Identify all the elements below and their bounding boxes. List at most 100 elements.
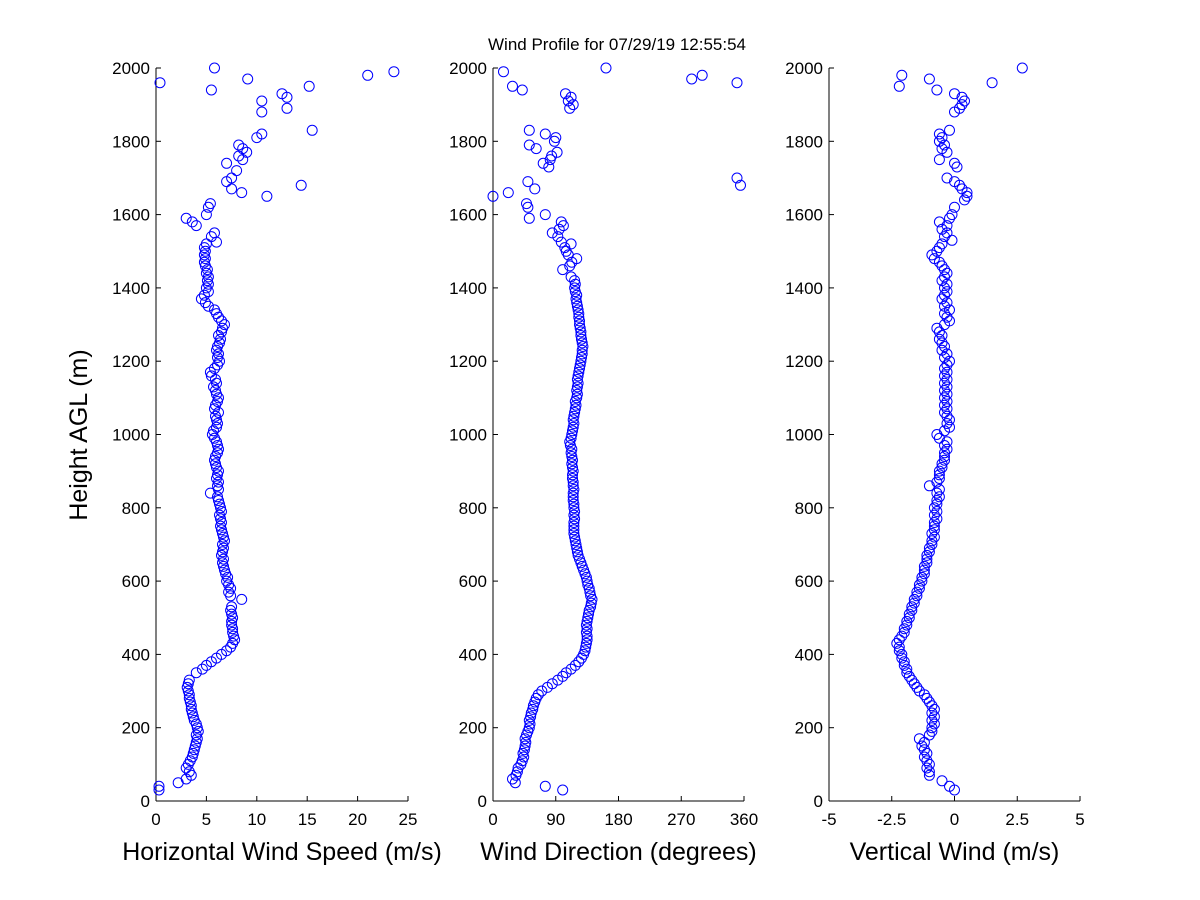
data-point xyxy=(519,740,531,752)
data-point xyxy=(941,366,953,378)
x-tick-label: 25 xyxy=(399,810,418,829)
data-point xyxy=(583,608,594,620)
data-point xyxy=(576,337,588,349)
data-point xyxy=(560,88,571,100)
data-point xyxy=(553,223,565,235)
data-point xyxy=(923,542,935,554)
data-point xyxy=(928,517,940,528)
data-point xyxy=(388,66,400,78)
data-point xyxy=(946,209,958,221)
y-tick-label: 1200 xyxy=(449,352,487,371)
data-point xyxy=(571,542,583,554)
data-point xyxy=(281,102,293,114)
data-point xyxy=(959,194,970,206)
data-point xyxy=(567,469,578,481)
data-point xyxy=(233,139,245,151)
data-point xyxy=(570,293,582,305)
data-point xyxy=(936,238,948,250)
data-point xyxy=(567,465,579,477)
data-point xyxy=(521,198,532,210)
data-point xyxy=(569,535,581,547)
y-tick-label: 1000 xyxy=(112,426,150,445)
data-point xyxy=(939,392,950,404)
x-tick-label: 0 xyxy=(151,810,160,829)
data-point xyxy=(944,124,955,136)
data-point xyxy=(219,319,230,331)
data-point xyxy=(571,300,583,312)
data-point xyxy=(941,396,953,407)
data-point xyxy=(936,775,948,787)
data-point xyxy=(539,209,551,221)
y-tick-label: 400 xyxy=(459,645,487,664)
data-point xyxy=(567,473,578,484)
data-point xyxy=(190,220,202,232)
data-point xyxy=(564,102,576,114)
data-point xyxy=(507,80,518,92)
data-point xyxy=(893,80,905,92)
data-point xyxy=(933,216,945,228)
data-point xyxy=(568,484,580,495)
data-point xyxy=(898,656,910,668)
data-point xyxy=(944,414,955,426)
data-point xyxy=(571,385,583,396)
x-tick-label: 15 xyxy=(298,810,317,829)
data-point xyxy=(498,66,509,78)
data-point xyxy=(576,352,587,363)
data-point xyxy=(928,524,940,536)
data-point xyxy=(951,161,963,173)
data-point xyxy=(936,330,948,341)
data-point xyxy=(926,714,938,726)
data-point xyxy=(933,242,945,254)
data-point xyxy=(567,495,579,506)
data-point xyxy=(918,564,930,576)
data-point xyxy=(570,399,582,411)
data-point xyxy=(522,176,534,188)
data-point xyxy=(921,762,933,774)
data-point xyxy=(213,407,224,418)
data-point xyxy=(931,245,943,257)
data-point xyxy=(923,546,935,558)
y-tick-label: 0 xyxy=(478,792,487,811)
data-point xyxy=(896,648,908,660)
data-point xyxy=(559,242,571,254)
x-tick-label: 90 xyxy=(546,810,565,829)
x-tick-label: 5 xyxy=(202,810,211,829)
x-tick-label: 20 xyxy=(348,810,367,829)
data-point xyxy=(567,421,579,433)
data-point xyxy=(200,209,212,221)
data-point xyxy=(939,447,950,459)
data-point xyxy=(231,165,243,177)
data-point xyxy=(949,157,960,169)
data-point xyxy=(546,678,558,690)
data-point xyxy=(256,95,268,107)
data-point xyxy=(944,780,955,792)
data-point xyxy=(568,524,580,536)
data-point xyxy=(569,286,581,298)
data-point xyxy=(926,528,938,539)
data-point xyxy=(236,187,248,199)
y-tick-label: 200 xyxy=(122,719,150,738)
data-point xyxy=(936,143,948,155)
y-tick-label: 400 xyxy=(795,645,823,664)
data-point xyxy=(574,363,585,374)
y-tick-label: 1400 xyxy=(112,279,150,298)
data-point xyxy=(581,623,593,635)
y-tick-label: 1000 xyxy=(449,426,487,445)
x-tick-label: 360 xyxy=(730,810,758,829)
data-point xyxy=(557,670,569,682)
data-point xyxy=(923,758,935,770)
data-point xyxy=(573,311,585,323)
data-point xyxy=(941,359,953,371)
data-point xyxy=(226,619,238,631)
data-point xyxy=(906,604,918,616)
data-point xyxy=(575,326,587,338)
data-point xyxy=(226,601,238,613)
data-point xyxy=(893,641,905,653)
data-point xyxy=(923,696,935,708)
data-point xyxy=(928,703,940,715)
data-point xyxy=(306,124,318,136)
data-point xyxy=(196,663,208,675)
data-point xyxy=(198,289,210,301)
y-tick-label: 1400 xyxy=(785,279,823,298)
